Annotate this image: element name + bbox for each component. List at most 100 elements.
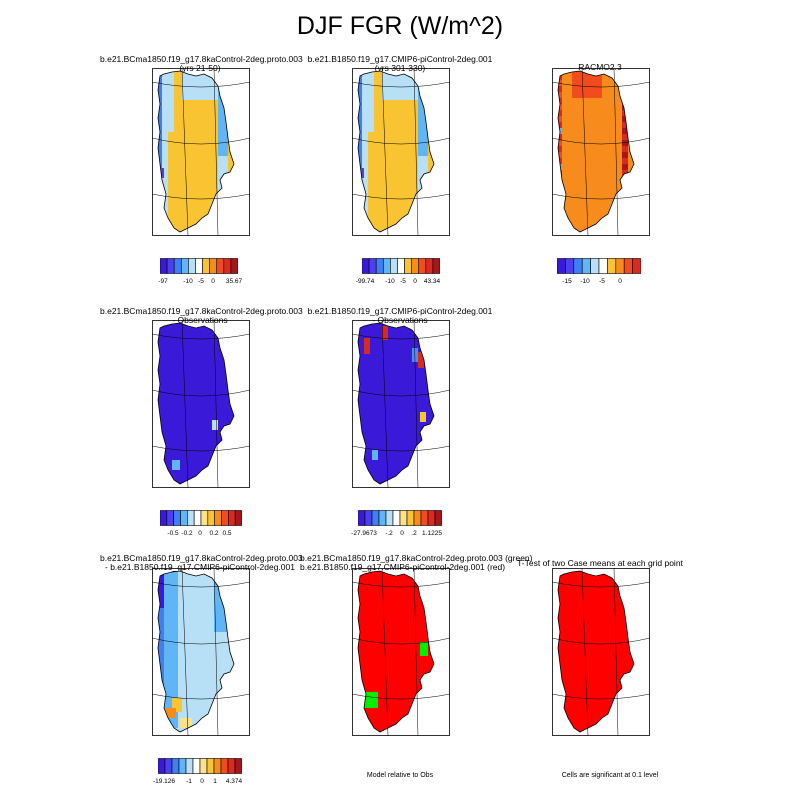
grid-cell	[162, 148, 168, 156]
colorbar-7-label: 1	[213, 778, 217, 785]
colorbar-swatch	[382, 258, 391, 274]
grid-cell	[218, 84, 228, 92]
colorbar-swatch	[159, 510, 168, 526]
grid-cell	[418, 84, 428, 92]
grid-cell	[218, 212, 228, 220]
grid-cell	[218, 124, 228, 132]
grid-cell	[418, 76, 428, 84]
colorbar-swatch	[192, 758, 201, 774]
grid-cell	[164, 640, 178, 648]
colorbar-swatch	[427, 510, 436, 526]
grid-cell	[182, 76, 222, 84]
colorbar-1-label: 0	[211, 278, 215, 285]
grid-cell	[558, 182, 562, 188]
map-panel-3	[552, 68, 650, 236]
grid-cell	[558, 176, 562, 182]
grid-cell	[218, 188, 228, 196]
colorbar-1-label: -5	[198, 278, 204, 285]
colorbar-swatch	[206, 758, 215, 774]
grid-cell	[362, 156, 368, 164]
grid-cell	[158, 204, 162, 212]
colorbar-1-boxes	[159, 258, 239, 274]
grid-cell	[362, 164, 368, 172]
colorbar-swatch	[228, 510, 236, 526]
map-frame	[552, 68, 650, 236]
colorbar-4-label: 0.5	[222, 530, 232, 537]
colorbar-swatch	[193, 510, 202, 526]
grid-cell	[158, 624, 164, 632]
grid-cell	[622, 218, 628, 224]
grid-cell	[358, 220, 362, 228]
grid-cell	[158, 140, 162, 148]
land-fill	[558, 71, 634, 232]
grid-cell	[418, 116, 428, 124]
grid-cell	[164, 608, 178, 616]
colorbar-swatch	[565, 258, 575, 274]
colorbar-7-label: 4.374	[225, 778, 243, 785]
grid-cell	[558, 146, 562, 152]
grid-cell	[158, 640, 164, 648]
grid-cell	[158, 156, 162, 164]
colorbar-1: -97 -10 -5 0 35.67	[158, 258, 242, 286]
colorbar-3: -15 -10 -5 0	[556, 258, 642, 286]
panel-title-8: b.e21.BCma1850.f19_g17.8kaControl-2deg.p…	[300, 553, 533, 572]
colorbar-2-label: 43.34	[423, 278, 441, 285]
grid-cell	[218, 132, 228, 140]
colorbar-swatch	[598, 258, 608, 274]
grid-cell	[158, 608, 164, 616]
grid-cell	[158, 584, 164, 592]
grid-cell	[162, 220, 168, 228]
grid-cell	[362, 220, 368, 228]
colorbar-2: -99.74 -10 -5 0 43.34	[356, 258, 441, 286]
grid-cell	[362, 204, 368, 212]
grid-cell	[218, 71, 228, 76]
colorbar-3-label: -10	[580, 278, 590, 285]
grid-cell	[362, 71, 374, 76]
grid-cell	[572, 74, 602, 80]
grid-cell	[214, 696, 228, 704]
colorbar-swatch	[195, 258, 203, 274]
grid-cell	[358, 196, 362, 204]
colorbar-2-label: -5	[400, 278, 406, 285]
grid-cell	[622, 176, 628, 182]
colorbar-3-label: -15	[562, 278, 572, 285]
colorbar-swatch	[220, 758, 229, 774]
grid-cell	[164, 688, 178, 696]
grid-cell	[418, 220, 428, 228]
grid-cell	[558, 122, 562, 128]
grid-cell	[164, 680, 178, 688]
grid-cell	[158, 172, 162, 180]
grid-cell	[214, 632, 228, 640]
grid-cell	[362, 132, 368, 140]
colorbar-2-label: -99.74	[355, 278, 375, 285]
colorbar-7-label: -1	[186, 778, 192, 785]
grid-cell	[358, 180, 362, 188]
grid-cell	[158, 592, 164, 600]
colorbar-1-label: 35.67	[225, 278, 243, 285]
grid-cell	[164, 600, 178, 608]
grid-cell	[158, 696, 164, 704]
grid-cell	[218, 196, 228, 204]
grid-cell	[214, 720, 228, 728]
grid-cell	[358, 148, 362, 156]
grid-cell	[622, 74, 628, 80]
map-panel-4	[152, 320, 250, 488]
grid-cell	[158, 576, 164, 584]
colorbar-swatch	[556, 258, 566, 274]
colorbar-swatch	[173, 510, 181, 526]
grid-cell	[164, 571, 178, 576]
colorbar-swatch	[230, 258, 239, 274]
grid-cell	[158, 92, 162, 100]
grid-cell	[158, 196, 162, 204]
grid-cell	[358, 140, 362, 148]
grid-cell	[214, 576, 228, 584]
colorbar-5-label: 1.1225	[422, 530, 442, 537]
colorbar-swatch	[425, 258, 434, 274]
colorbar-4: -0.5 -0.2 0 0.2 0.5	[159, 510, 243, 538]
colorbar-7-boxes	[157, 758, 243, 774]
grid-cell	[382, 326, 388, 340]
grid-cell	[172, 698, 182, 712]
grid-cell	[622, 206, 628, 212]
colorbar-7-label: -19.126	[152, 778, 176, 785]
grid-cell	[214, 672, 228, 680]
